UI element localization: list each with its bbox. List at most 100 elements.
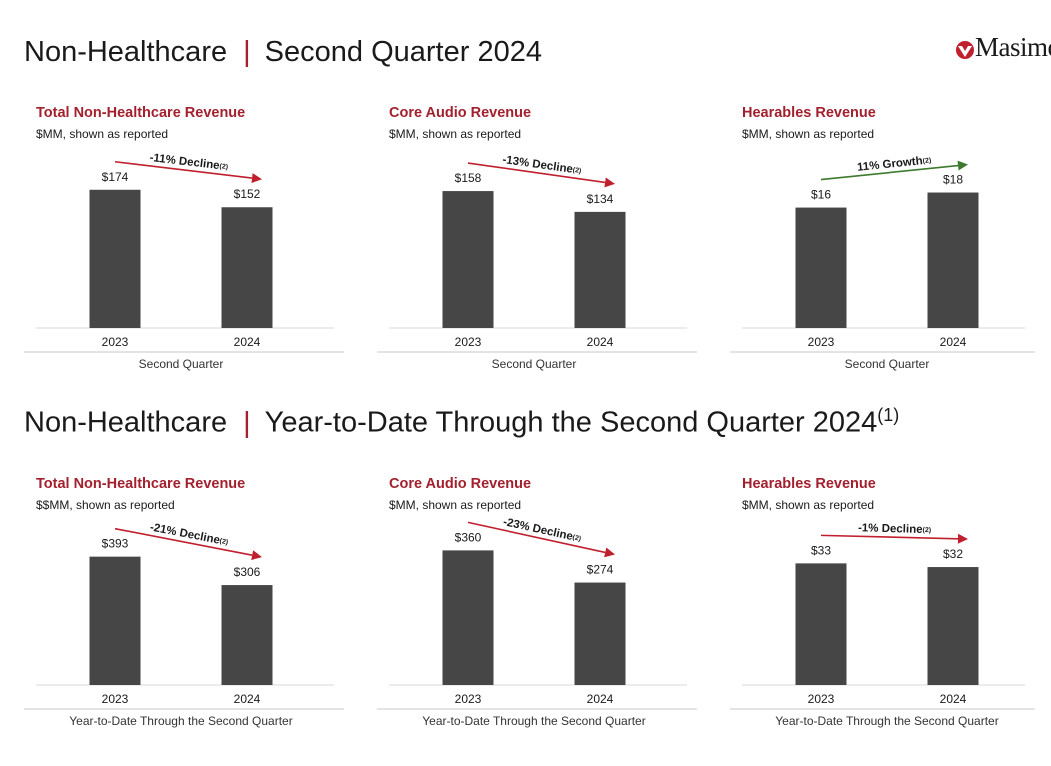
x-tick-label: 2024	[234, 335, 261, 349]
x-axis-label: Year-to-Date Through the Second Quarter	[422, 714, 645, 728]
trend-arrow-line	[820, 164, 959, 181]
chart-title: Hearables Revenue	[742, 105, 876, 121]
chart-title: Total Non-Healthcare Revenue	[36, 476, 246, 492]
chart-title: Total Non-Healthcare Revenue	[36, 105, 246, 121]
trend-arrow-line	[820, 534, 959, 540]
x-tick-label: 2023	[102, 335, 129, 349]
bar-chart-svg: $33 2023 $32 2024 Year-to-Date Through the S…	[730, 522, 1035, 728]
trend-arrowhead	[604, 547, 615, 558]
masimo-logo: Masimo	[955, 30, 1051, 70]
data-label: $306	[234, 565, 261, 579]
x-tick-label: 2023	[808, 335, 835, 349]
trend-arrow-line	[467, 521, 606, 554]
data-label: $32	[943, 547, 963, 561]
data-label: $16	[811, 188, 831, 202]
x-axis-label: Year-to-Date Through the Second Quarter	[775, 714, 998, 728]
bar-2024	[574, 211, 626, 328]
x-axis-label: Second Quarter	[139, 357, 224, 371]
data-label: $158	[455, 171, 482, 185]
data-label: $134	[587, 192, 614, 206]
title-divider: |	[243, 36, 251, 68]
bar-2023	[795, 563, 847, 685]
trend-arrow-line	[114, 527, 253, 556]
chart-subtitle: $$MM, shown as reported	[36, 498, 175, 512]
x-tick-label: 2024	[940, 335, 967, 349]
bar-2023	[442, 191, 494, 328]
chart-panel: Hearables Revenue $MM, shown as reported…	[730, 476, 1051, 766]
section-title-left: Non-Healthcare	[24, 36, 228, 68]
masimo-logo-icon	[956, 41, 974, 59]
trend-annotation: -23% Decline(2)	[502, 516, 582, 545]
bar-2024	[221, 207, 273, 328]
trend-annotation-footnote: (2)	[922, 157, 931, 165]
chart-panel: Total Non-Healthcare Revenue $$MM, shown…	[24, 476, 354, 766]
trend-arrowhead	[251, 550, 262, 561]
chart-title: Core Audio Revenue	[389, 105, 532, 121]
trend-annotation-footnote: (2)	[219, 538, 229, 546]
trend-annotation-footnote: (2)	[922, 527, 931, 534]
section-title-ytd: Non-Healthcare | Year-to-Date Through the …	[24, 405, 899, 440]
bar-2024	[574, 582, 626, 685]
trend-arrow-line	[114, 160, 253, 179]
trend-arrowhead	[957, 160, 968, 171]
bar-2024	[221, 585, 273, 685]
title-divider: |	[243, 406, 251, 439]
x-tick-label: 2024	[587, 335, 614, 349]
x-axis-label: Year-to-Date Through the Second Quarter	[69, 714, 292, 728]
data-label: $393	[102, 537, 129, 551]
section-title-left: Non-Healthcare	[24, 406, 228, 439]
x-axis-label: Second Quarter	[492, 357, 577, 371]
trend-annotation-footnote: (2)	[219, 163, 228, 171]
bar-2024	[927, 192, 979, 328]
trend-annotation-footnote: (2)	[572, 534, 582, 543]
chart-title: Core Audio Revenue	[389, 476, 532, 492]
bar-2023	[89, 556, 141, 685]
x-tick-label: 2023	[455, 692, 482, 706]
section-title-quarter: Non-Healthcare | Second Quarter 2024	[24, 36, 542, 69]
data-label: $174	[102, 170, 129, 184]
chart-subtitle: $MM, shown as reported	[389, 498, 522, 512]
x-tick-label: 2024	[234, 692, 261, 706]
bar-2023	[89, 189, 141, 328]
x-tick-label: 2024	[940, 692, 967, 706]
section-title-right: Second Quarter 2024	[264, 36, 542, 68]
chart-subtitle: $MM, shown as reported	[389, 127, 522, 141]
data-label: $274	[587, 563, 614, 577]
chart-panel: Hearables Revenue $MM, shown as reported…	[730, 105, 1051, 395]
trend-arrow-line	[467, 162, 606, 184]
bar-2023	[442, 550, 494, 685]
chart-subtitle: $MM, shown as reported	[742, 127, 875, 141]
data-label: $360	[455, 530, 482, 544]
logo-text: Masimo	[975, 32, 1051, 62]
trend-arrowhead	[957, 533, 968, 544]
chart-subtitle: $MM, shown as reported	[36, 127, 169, 141]
data-label: $33	[811, 543, 831, 557]
trend-arrowhead	[604, 177, 615, 188]
data-label: $152	[234, 187, 261, 201]
chart-panel: Total Non-Healthcare Revenue $MM, shown …	[24, 105, 354, 395]
trend-arrowhead	[251, 173, 262, 184]
trend-annotation: 11% Growth(2)	[857, 154, 932, 174]
x-tick-label: 2023	[808, 692, 835, 706]
trend-annotation: -1% Decline(2)	[858, 522, 931, 536]
x-axis-label: Second Quarter	[845, 357, 930, 371]
section-title-right: Year-to-Date Through the Second Quarter …	[264, 406, 878, 439]
chart-panel: Core Audio Revenue $MM, shown as reporte…	[377, 105, 707, 395]
chart-panel: Core Audio Revenue $MM, shown as reporte…	[377, 476, 707, 766]
bar-chart-svg: $393 2023 $306 2024 Year-to-Date Through the…	[24, 521, 344, 728]
data-label: $18	[943, 173, 963, 187]
chart-subtitle: $MM, shown as reported	[742, 498, 875, 512]
x-tick-label: 2023	[455, 335, 482, 349]
bar-chart-svg: $360 2023 $274 2024 Year-to-Date Through the…	[377, 516, 697, 728]
bar-2024	[927, 567, 979, 685]
section-footnote: (1)	[877, 405, 900, 425]
x-tick-label: 2024	[587, 692, 614, 706]
bar-chart-svg: $16 2023 $18 2024 Second Quarter 11% Growth(2…	[730, 154, 1035, 371]
trend-annotation-footnote: (2)	[572, 167, 581, 175]
trend-annotation: -21% Decline(2)	[149, 521, 229, 548]
x-tick-label: 2023	[102, 692, 129, 706]
chart-title: Hearables Revenue	[742, 476, 876, 492]
bar-2023	[795, 207, 847, 328]
